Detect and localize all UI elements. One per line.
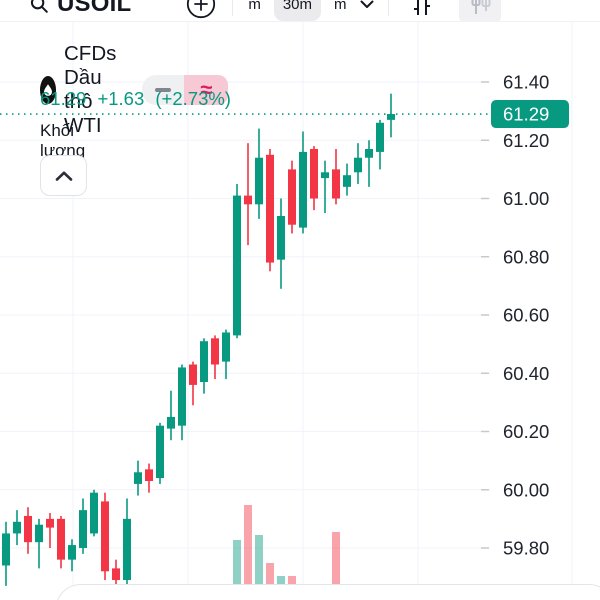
price-change-percent: (+2.73%) xyxy=(155,88,231,109)
chevron-up-icon xyxy=(55,170,72,181)
last-price: 61.29 xyxy=(40,88,87,109)
market-status-button[interactable]: ≈ xyxy=(184,75,229,105)
svg-text:60.60: 60.60 xyxy=(503,305,549,326)
timeframe-dropdown-button[interactable] xyxy=(360,0,374,9)
indicators-button[interactable] xyxy=(458,0,501,21)
bottom-sheet[interactable] xyxy=(55,584,600,600)
price-change: +1.63 xyxy=(97,88,145,109)
oil-drop-logo-icon xyxy=(40,76,56,104)
svg-text:61.20: 61.20 xyxy=(503,130,549,151)
svg-text:60.20: 60.20 xyxy=(503,421,549,442)
minus-icon xyxy=(155,87,172,93)
legend-toggle-pill: ≈ xyxy=(142,75,229,105)
collapse-panel-button[interactable] xyxy=(40,155,87,196)
svg-text:60.00: 60.00 xyxy=(503,479,549,500)
plus-circle-icon xyxy=(187,0,216,19)
candles-style-icon xyxy=(413,0,430,15)
svg-text:60.40: 60.40 xyxy=(503,363,549,384)
svg-text:61.00: 61.00 xyxy=(503,188,549,209)
svg-text:60.80: 60.80 xyxy=(503,246,549,267)
top-toolbar: USOIL m 30m m xyxy=(0,0,600,22)
timeframe-button-2-selected[interactable]: 30m xyxy=(273,0,322,21)
minimize-legend-button[interactable] xyxy=(142,75,185,105)
add-symbol-button[interactable] xyxy=(186,0,216,19)
indicator-candle-icon xyxy=(471,0,491,14)
search-icon[interactable] xyxy=(28,0,50,15)
toolbar-divider xyxy=(387,0,389,16)
symbol-ticker[interactable]: USOIL xyxy=(57,0,132,17)
svg-text:61.29: 61.29 xyxy=(503,104,549,125)
symbol-name: CFDs Dầu thô WTI xyxy=(64,42,117,137)
symbol-row: CFDs Dầu thô WTI ≈ xyxy=(40,42,229,138)
quote-row: 61.29 +1.63 (+2.73%) xyxy=(40,88,237,110)
chart-style-button[interactable] xyxy=(409,0,435,17)
chevron-down-icon xyxy=(360,0,374,8)
svg-text:61.40: 61.40 xyxy=(503,72,549,93)
svg-text:59.80: 59.80 xyxy=(503,538,549,559)
timeframe-button-3[interactable]: m xyxy=(334,0,347,13)
timeframe-button-1[interactable]: m xyxy=(248,0,261,13)
toolbar-divider xyxy=(232,0,234,16)
